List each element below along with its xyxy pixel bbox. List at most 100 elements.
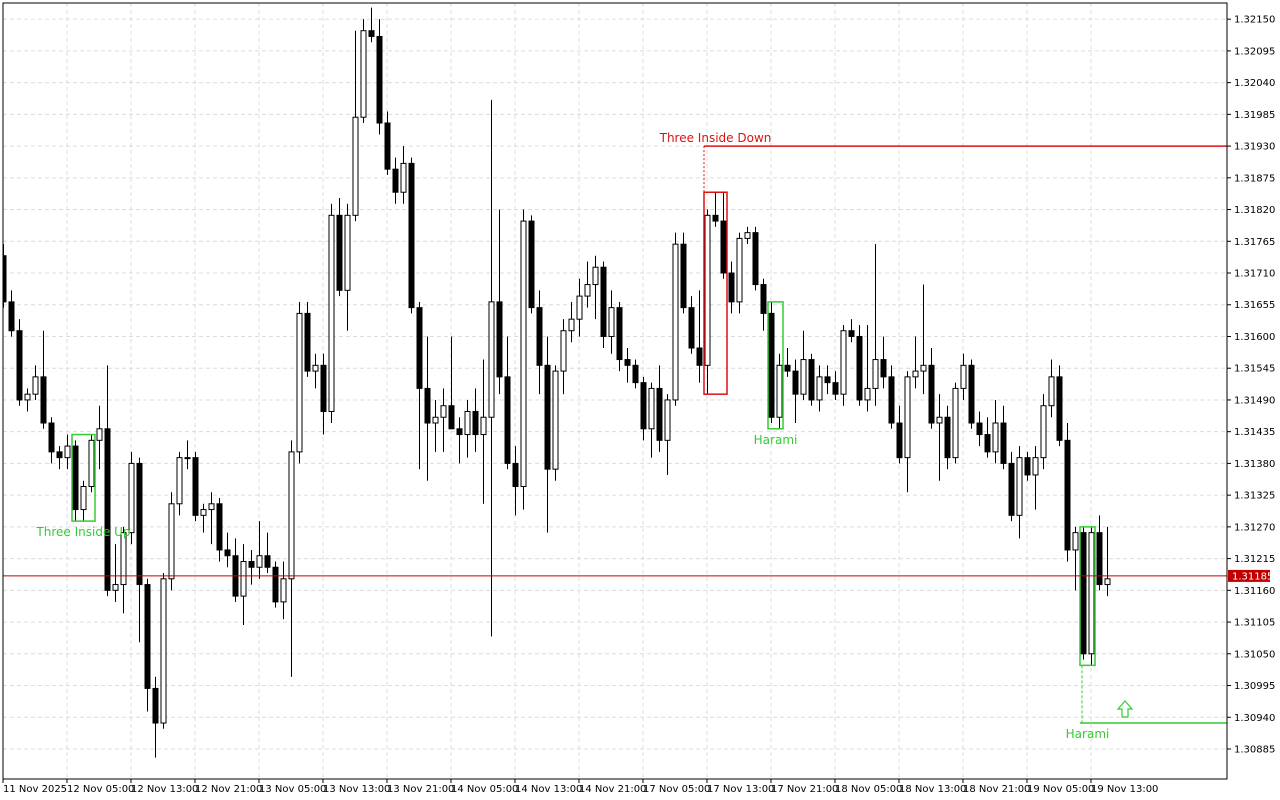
candle-body bbox=[56, 451, 63, 459]
candle-body bbox=[104, 428, 111, 591]
candle-body bbox=[24, 393, 31, 401]
candle-body bbox=[936, 416, 943, 424]
candle-body bbox=[288, 451, 295, 580]
candle-body bbox=[640, 382, 647, 430]
pattern-label: Harami bbox=[1066, 727, 1110, 741]
candle-body bbox=[128, 462, 135, 534]
y-tick-label: 1.31655 bbox=[1234, 300, 1275, 311]
candle-body bbox=[40, 376, 47, 424]
y-tick-label: 1.31710 bbox=[1234, 269, 1275, 280]
candle-body bbox=[632, 364, 639, 384]
axes: 1.32150 1.32095 1.32040 1.31985 1.31930 1.318… bbox=[2, 15, 1275, 795]
candle-body bbox=[248, 560, 255, 568]
candle-body bbox=[376, 35, 383, 124]
y-tick-label: 1.31875 bbox=[1234, 173, 1275, 184]
candle-body bbox=[848, 330, 855, 337]
candle-body bbox=[216, 503, 223, 551]
candle-body bbox=[1032, 457, 1039, 476]
candle-body bbox=[864, 387, 871, 401]
y-tick-label: 1.31270 bbox=[1234, 522, 1275, 533]
signal-arrow bbox=[1116, 700, 1134, 718]
y-tick-label: 1.31600 bbox=[1234, 332, 1275, 343]
x-tick-label: 11 Nov 2025 bbox=[3, 784, 67, 795]
grid bbox=[3, 3, 1227, 779]
candle-body bbox=[1104, 578, 1111, 586]
candle-body bbox=[576, 295, 583, 320]
candle-body bbox=[32, 376, 39, 395]
candle-body bbox=[976, 422, 983, 436]
candle-body bbox=[432, 416, 439, 424]
pattern-box bbox=[1079, 526, 1096, 667]
y-tick-label: 1.32150 bbox=[1234, 15, 1275, 26]
candle-body bbox=[872, 359, 879, 389]
candle-body bbox=[256, 555, 263, 568]
x-tick-label: 19 Nov 13:00 bbox=[1091, 784, 1158, 795]
candle-body bbox=[592, 266, 599, 286]
y-tick-label: 1.32040 bbox=[1234, 78, 1275, 89]
y-tick-label: 1.31050 bbox=[1234, 649, 1275, 660]
candle-body bbox=[1000, 422, 1007, 464]
candle-body bbox=[320, 364, 327, 412]
x-tick-label: 17 Nov 13:00 bbox=[707, 784, 774, 795]
y-tick-label: 1.31490 bbox=[1234, 395, 1275, 406]
candle-body bbox=[1088, 532, 1095, 655]
candle-body bbox=[944, 416, 951, 459]
candle-body bbox=[832, 382, 839, 395]
candle-body bbox=[264, 555, 271, 568]
candle-body bbox=[824, 376, 831, 384]
pattern-label: Three Inside Up bbox=[35, 525, 130, 539]
candle-body bbox=[1024, 457, 1031, 476]
candle-body bbox=[384, 122, 391, 170]
x-tick-label: 13 Nov 05:00 bbox=[259, 784, 326, 795]
candle-body bbox=[96, 428, 103, 441]
candle-body bbox=[1080, 532, 1087, 655]
candle-body bbox=[904, 376, 911, 459]
y-tick-label: 1.31765 bbox=[1234, 237, 1275, 248]
x-tick-label: 12 Nov 21:00 bbox=[195, 784, 262, 795]
candle-body bbox=[304, 312, 311, 372]
y-tick-label: 1.30885 bbox=[1234, 744, 1275, 755]
candle-body bbox=[776, 364, 783, 418]
candle-body bbox=[352, 116, 359, 216]
y-tick-label: 1.31380 bbox=[1234, 459, 1275, 470]
x-tick-label: 18 Nov 21:00 bbox=[963, 784, 1030, 795]
candle-body bbox=[816, 376, 823, 401]
candle-body bbox=[704, 214, 711, 366]
candle-body bbox=[136, 462, 143, 586]
candle-body bbox=[744, 232, 751, 239]
current-price-tag bbox=[1228, 569, 1270, 582]
y-tick-label: 1.31820 bbox=[1234, 205, 1275, 216]
candle-body bbox=[424, 387, 431, 424]
candle-body bbox=[144, 584, 151, 689]
candle-body bbox=[960, 364, 967, 389]
candle-body bbox=[664, 399, 671, 441]
candle-body bbox=[224, 549, 231, 557]
candle-body bbox=[416, 307, 423, 389]
candle-body bbox=[160, 578, 167, 724]
candle-body bbox=[48, 422, 55, 453]
x-tick-label: 19 Nov 05:00 bbox=[1027, 784, 1094, 795]
candle-body bbox=[952, 387, 959, 459]
candle-body bbox=[536, 307, 543, 366]
candle-body bbox=[64, 445, 71, 459]
candle-body bbox=[792, 370, 799, 395]
candle-body bbox=[520, 220, 527, 487]
candle-body bbox=[400, 162, 407, 193]
candle-body bbox=[344, 214, 351, 291]
plot-frame bbox=[2, 2, 1228, 780]
candle-body bbox=[696, 347, 703, 366]
pattern-label: Three Inside Down bbox=[659, 131, 772, 145]
candle-body bbox=[1064, 439, 1071, 551]
candle-body bbox=[296, 312, 303, 453]
pattern-label: Harami bbox=[754, 433, 798, 447]
candle-body bbox=[88, 439, 95, 487]
candle-body bbox=[1040, 405, 1047, 459]
candle-body bbox=[328, 214, 335, 412]
candle-body bbox=[912, 370, 919, 378]
candle-body bbox=[184, 457, 191, 460]
x-tick-label: 12 Nov 05:00 bbox=[67, 784, 134, 795]
y-tick-label: 1.31930 bbox=[1234, 142, 1275, 153]
candle-body bbox=[560, 330, 567, 372]
candle-body bbox=[360, 30, 367, 118]
